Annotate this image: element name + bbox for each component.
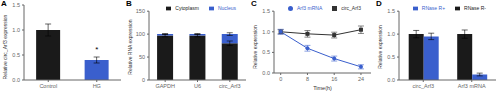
svg-text:16: 16 (331, 76, 337, 82)
svg-text:HG: HG (93, 83, 101, 89)
svg-text:GAPDH: GAPDH (155, 83, 175, 89)
svg-text:Control: Control (39, 83, 57, 89)
svg-text:24: 24 (358, 76, 364, 82)
svg-text:0.0: 0.0 (262, 70, 270, 76)
svg-text:50: 50 (139, 54, 145, 60)
html-text:A: A (1, 0, 7, 8)
svg-text:1.5: 1.5 (387, 8, 395, 14)
svg-text:100: 100 (136, 31, 145, 37)
svg-text:8: 8 (306, 76, 309, 82)
svg-text:Arf3 mRNA: Arf3 mRNA (458, 83, 486, 89)
html-text:Cytoplasm: Cytoplasm (175, 5, 199, 11)
html-text:Relative circ_Arf3 expression: Relative circ_Arf3 expression (2, 14, 8, 80)
html-text:Relative expression: Relative expression (377, 25, 383, 69)
svg-text:0: 0 (142, 77, 145, 83)
html-text:C: C (251, 0, 257, 8)
html-text:RNase R-: RNase R- (464, 5, 486, 11)
html-text:B: B (126, 0, 132, 8)
svg-text:1.0: 1.0 (12, 27, 20, 33)
html-text:Nucleus: Nucleus (217, 5, 236, 11)
svg-text:1.5: 1.5 (262, 8, 270, 14)
svg-text:1.5: 1.5 (12, 2, 20, 8)
svg-text:0.5: 0.5 (262, 49, 270, 55)
html-text:Relative RNA expression: Relative RNA expression (127, 19, 133, 75)
html-text:D: D (376, 0, 382, 8)
svg-text:circ_Arf3: circ_Arf3 (219, 83, 241, 89)
svg-text:1.0: 1.0 (387, 31, 395, 37)
svg-text:0.5: 0.5 (12, 52, 20, 58)
html-text:circ_Arf3: circ_Arf3 (341, 5, 361, 11)
svg-text:0.0: 0.0 (12, 77, 20, 83)
svg-text:0.5: 0.5 (387, 54, 395, 60)
svg-text:Time(h): Time(h) (313, 85, 332, 91)
svg-text:0: 0 (279, 76, 282, 82)
html-text:Arf3 mRNA: Arf3 mRNA (297, 5, 323, 11)
svg-text:*: * (95, 45, 98, 54)
svg-text:1.0: 1.0 (262, 29, 270, 35)
svg-text:U6: U6 (194, 83, 201, 89)
html-text:Relative expression: Relative expression (252, 25, 258, 69)
svg-text:150: 150 (136, 8, 145, 14)
svg-text:circ_Arf3: circ_Arf3 (412, 83, 434, 89)
html-text:RNase R+: RNase R+ (421, 5, 445, 11)
svg-text:0.0: 0.0 (387, 77, 395, 83)
